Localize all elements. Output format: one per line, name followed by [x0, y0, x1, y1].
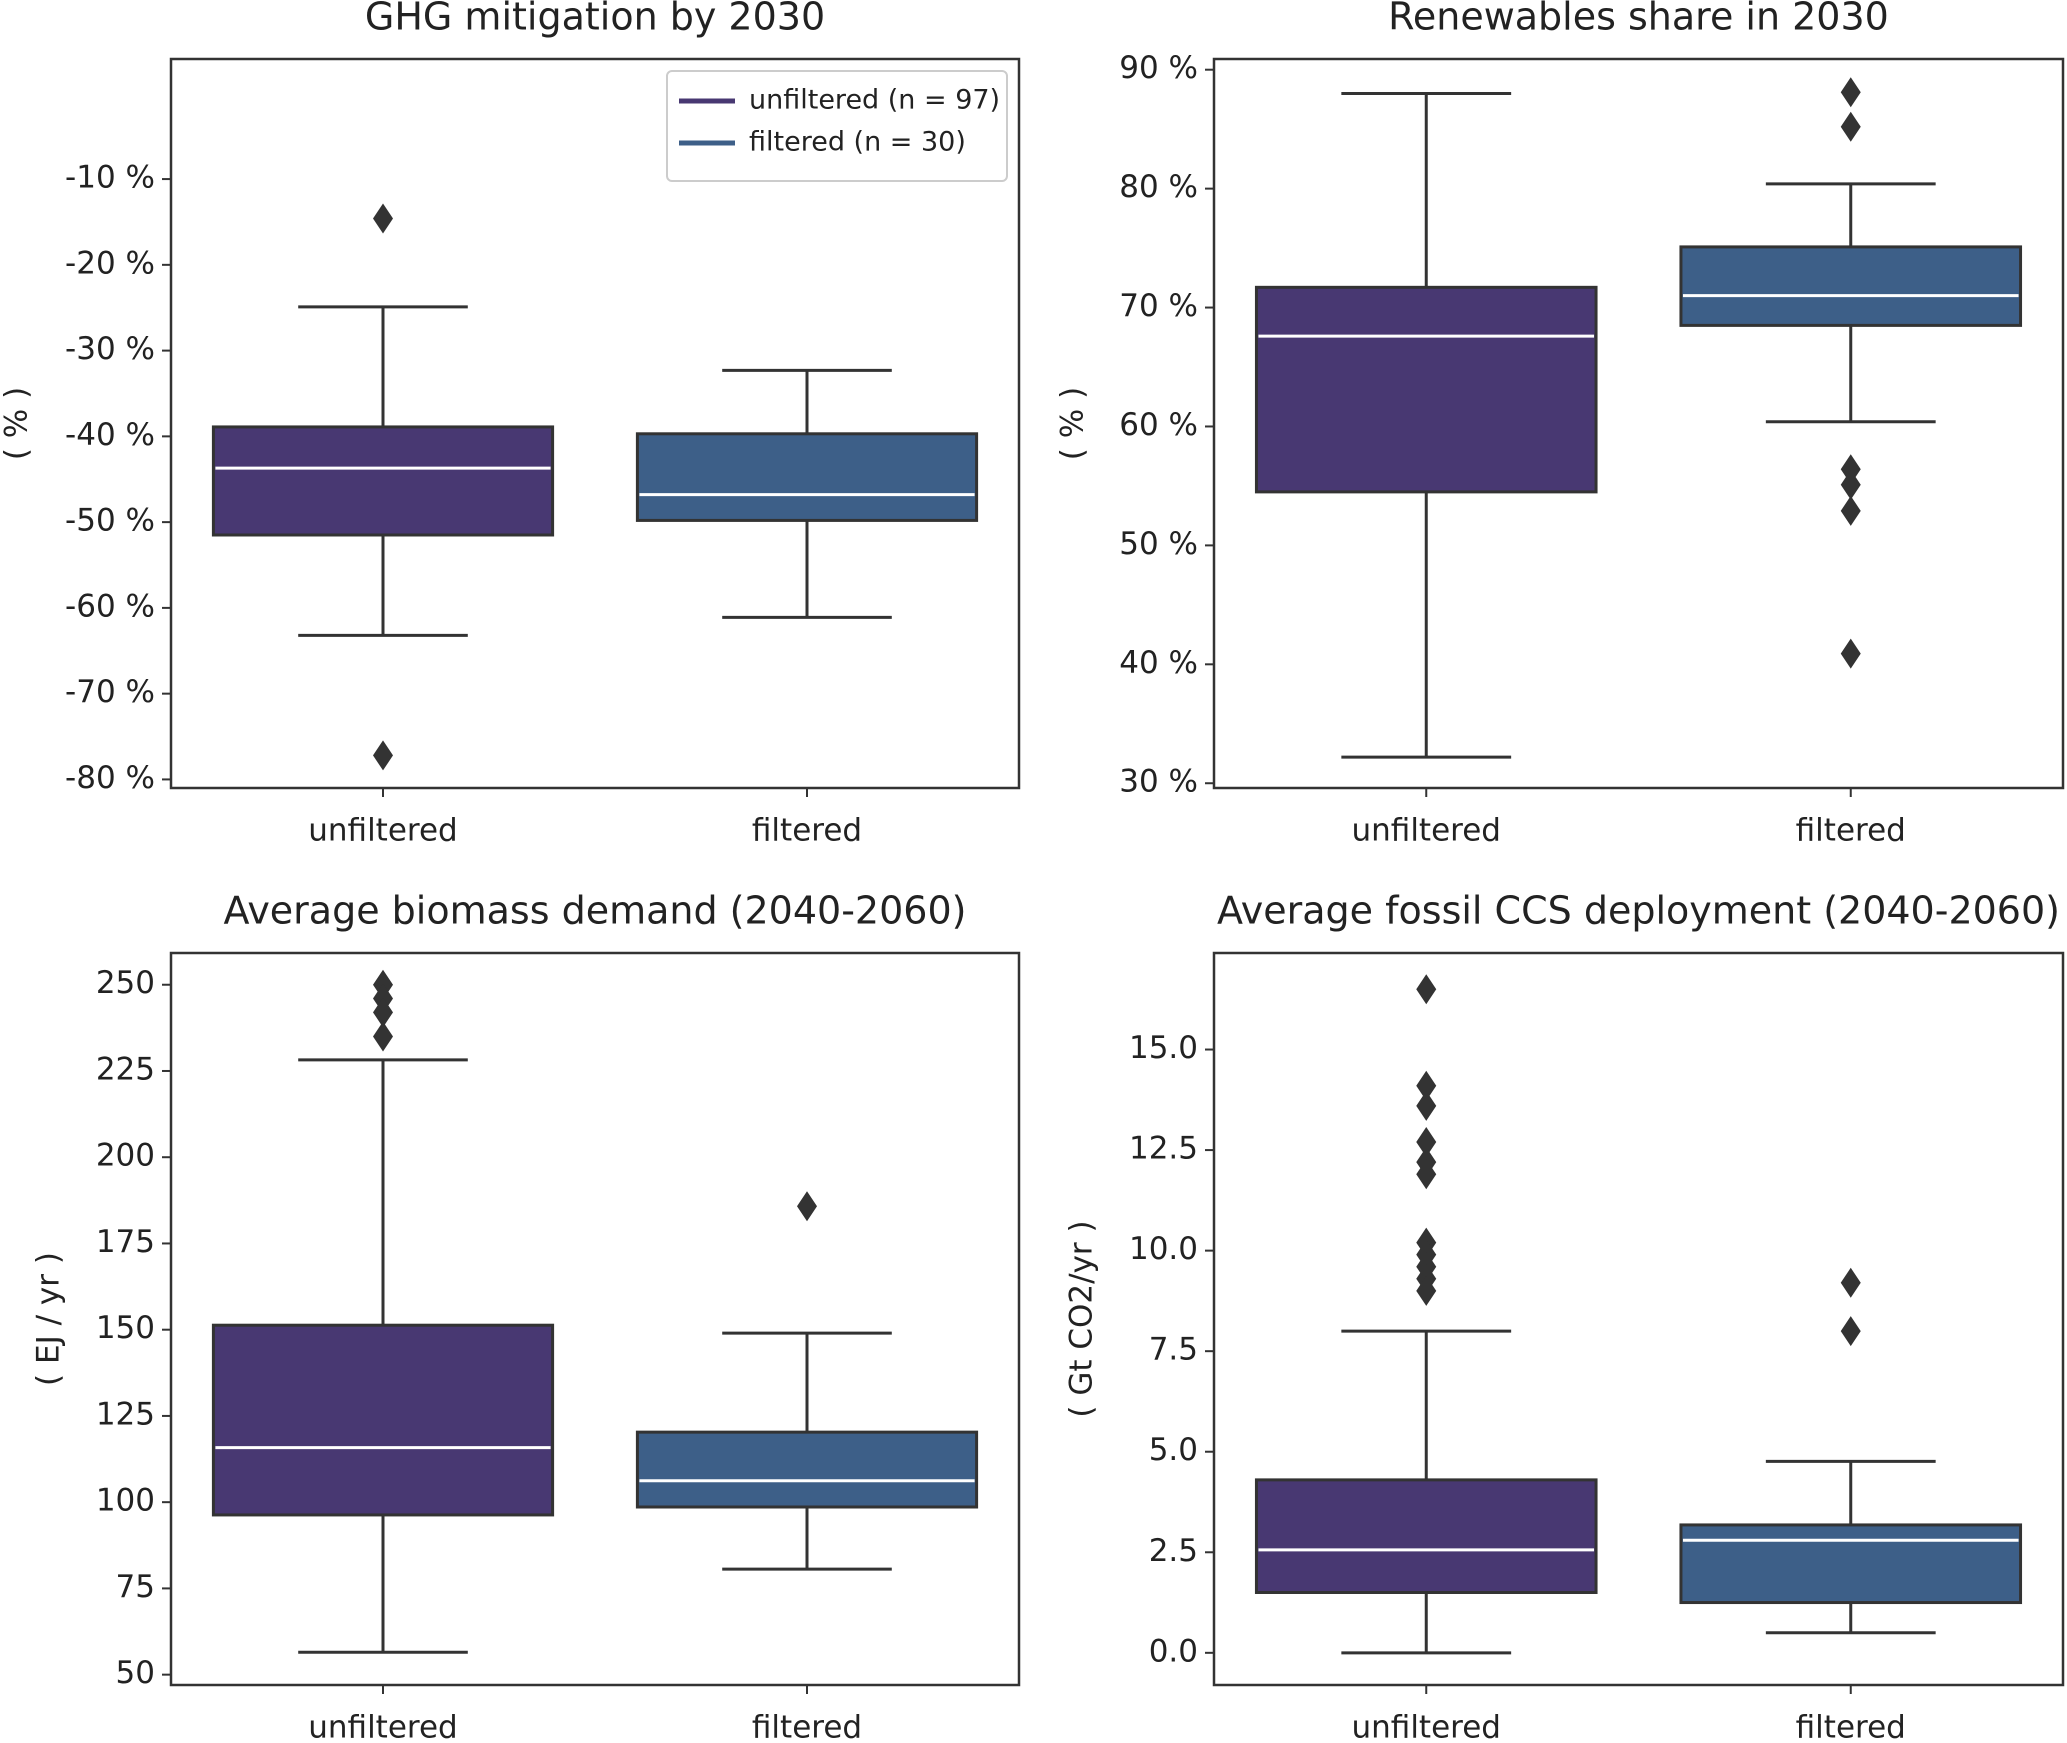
x-tick-label: unfiltered — [308, 1710, 457, 1743]
y-tick-label: -40 % — [65, 417, 155, 453]
y-tick-label: -10 % — [65, 160, 155, 196]
outlier — [1840, 495, 1861, 526]
x-tick-label: filtered — [752, 1710, 862, 1743]
y-tick-label: -70 % — [65, 674, 155, 710]
y-tick-label: 40 % — [1119, 645, 1198, 681]
box — [1254, 285, 1598, 494]
box — [1254, 1478, 1598, 1594]
outlier — [1840, 1267, 1861, 1298]
y-tick-label: 50 — [116, 1655, 155, 1691]
outlier — [373, 997, 393, 1028]
x-tick-label: filtered — [1796, 1710, 1906, 1743]
x-tick-label: filtered — [752, 813, 862, 849]
x-tick-label: filtered — [1796, 813, 1906, 849]
y-tick-label: 0.0 — [1149, 1633, 1198, 1669]
y-tick-label: -50 % — [65, 503, 155, 539]
y-tick-label: 250 — [96, 965, 155, 1001]
outlier — [1840, 638, 1861, 669]
y-tick-label: 90 % — [1119, 50, 1198, 86]
chart-title: Renewables share in 2030 — [1388, 0, 1889, 39]
outlier — [1840, 454, 1861, 485]
box — [1679, 245, 2023, 327]
y-tick-label: 12.5 — [1129, 1131, 1198, 1167]
y-tick-label: 7.5 — [1149, 1332, 1198, 1368]
y-tick-label: 80 % — [1119, 169, 1198, 205]
y-tick-label: 5.0 — [1149, 1432, 1198, 1468]
y-tick-label: 75 — [116, 1569, 155, 1605]
outlier — [373, 740, 393, 771]
outlier — [1416, 1159, 1437, 1190]
y-tick-label: 100 — [96, 1483, 155, 1519]
y-tick-label: 10.0 — [1129, 1231, 1198, 1267]
x-tick-label: unfiltered — [1352, 1710, 1501, 1743]
y-axis-label: ( EJ / yr ) — [31, 1252, 67, 1386]
x-tick-label: unfiltered — [308, 813, 457, 849]
y-tick-label: -30 % — [65, 331, 155, 367]
legend-box — [666, 70, 1008, 182]
y-tick-label: 225 — [96, 1051, 155, 1087]
plot-frame — [169, 57, 1021, 790]
outlier — [373, 1021, 393, 1052]
y-axis-label: ( Gt CO2/yr ) — [1064, 1220, 1100, 1417]
plot-frame — [169, 951, 1021, 1687]
outlier — [373, 203, 393, 234]
box — [635, 432, 979, 522]
outlier — [1416, 1090, 1437, 1121]
y-tick-label: 70 % — [1119, 288, 1198, 324]
outlier — [1840, 111, 1861, 142]
box — [1679, 1523, 2023, 1605]
outlier — [1416, 1070, 1437, 1101]
legend-label: unfiltered (n = 97) — [749, 85, 1000, 116]
y-axis-label: ( % ) — [1055, 387, 1091, 460]
outlier — [1840, 1316, 1861, 1347]
outlier — [1840, 77, 1861, 108]
y-tick-label: -20 % — [65, 245, 155, 281]
y-tick-label: 2.5 — [1149, 1533, 1198, 1569]
outlier — [1416, 1127, 1437, 1158]
y-tick-label: -80 % — [65, 760, 155, 796]
plot-frame — [1212, 951, 2065, 1687]
legend-label: filtered (n = 30) — [749, 127, 966, 158]
y-tick-label: 60 % — [1119, 407, 1198, 443]
y-tick-label: 50 % — [1119, 526, 1198, 562]
outlier — [1416, 1275, 1437, 1306]
y-tick-label: -60 % — [65, 588, 155, 624]
y-axis-label: ( % ) — [0, 387, 35, 460]
outlier — [797, 1191, 817, 1222]
y-tick-label: 150 — [96, 1310, 155, 1346]
chart-title: Average fossil CCS deployment (2040-2060… — [1217, 889, 2060, 933]
y-tick-label: 175 — [96, 1224, 155, 1260]
outlier — [1840, 469, 1861, 500]
outlier — [1416, 974, 1437, 1005]
box — [211, 425, 555, 537]
plot-frame — [1212, 57, 2065, 790]
box — [635, 1430, 979, 1509]
y-tick-label: 30 % — [1119, 764, 1198, 800]
y-tick-label: 200 — [96, 1138, 155, 1174]
y-tick-label: 15.0 — [1129, 1030, 1198, 1066]
box — [211, 1323, 555, 1517]
y-tick-label: 125 — [96, 1396, 155, 1432]
chart-title: Average biomass demand (2040-2060) — [224, 889, 967, 933]
chart-title: GHG mitigation by 2030 — [365, 0, 825, 39]
x-tick-label: unfiltered — [1352, 813, 1501, 849]
